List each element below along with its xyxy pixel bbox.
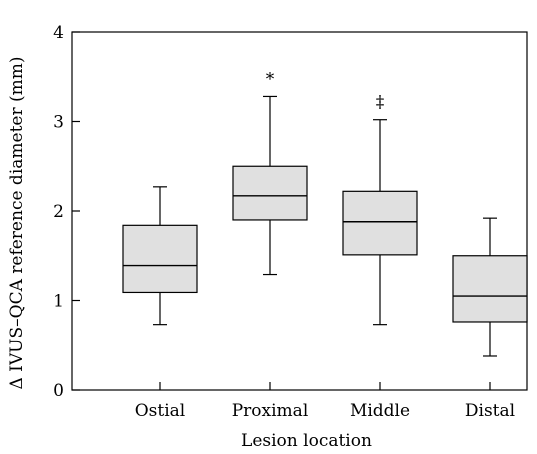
x-axis: Ostial Proximal Middle Distal (135, 382, 515, 421)
significance-marker: ‡ (376, 93, 385, 113)
box-distal (452, 217, 528, 357)
x-tick-label-proximal: Proximal (232, 401, 309, 421)
iqr-box (122, 224, 198, 294)
y-axis-title: Δ IVUS–QCA reference diameter (mm) (7, 57, 27, 390)
iqr-box (342, 190, 418, 256)
y-axis: 0 1 2 3 4 (53, 23, 80, 401)
x-tick-label-middle: Middle (350, 401, 410, 421)
y-tick-label: 0 (53, 381, 64, 401)
x-axis-title: Lesion location (241, 431, 372, 451)
y-tick-label: 4 (53, 23, 64, 43)
x-tick-label-ostial: Ostial (135, 401, 186, 421)
iqr-box (452, 255, 528, 323)
box-ostial (122, 186, 198, 326)
iqr-box (232, 165, 308, 221)
y-tick-label: 1 (53, 292, 64, 312)
boxes: *‡ (122, 69, 528, 357)
y-tick-label: 2 (53, 202, 64, 222)
box-proximal: * (232, 69, 308, 276)
significance-marker: * (266, 69, 275, 89)
x-tick-label-distal: Distal (465, 401, 515, 421)
box-middle: ‡ (342, 93, 418, 326)
y-tick-label: 3 (53, 113, 64, 133)
